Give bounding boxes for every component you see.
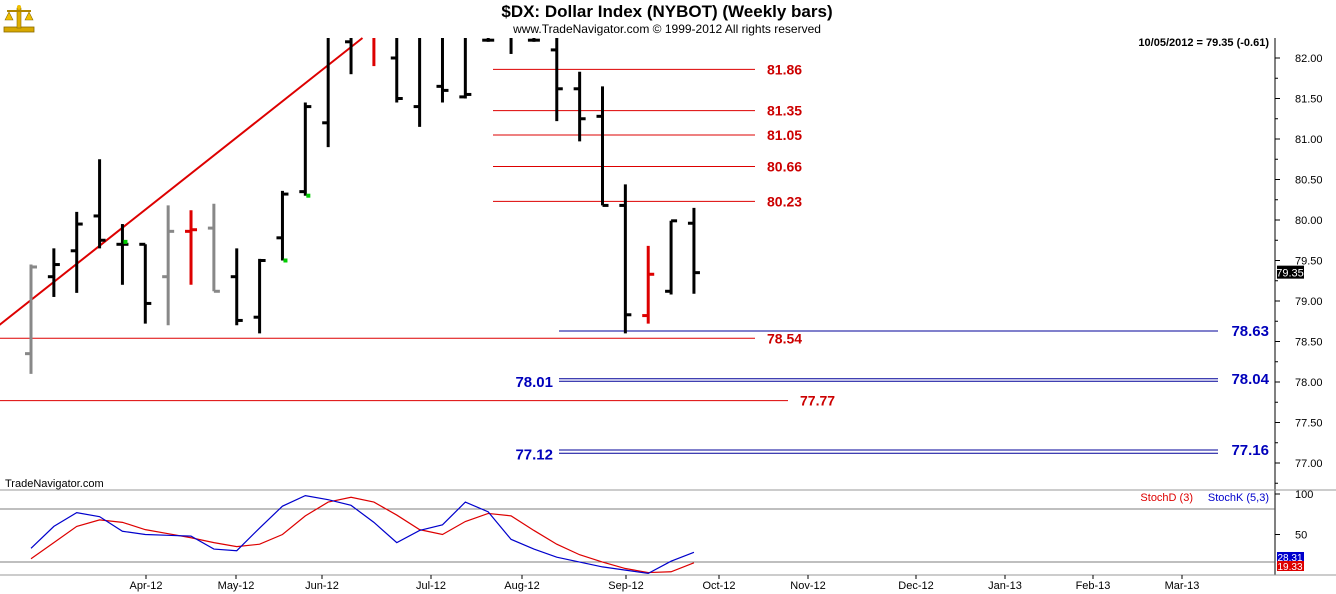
price-tick-label: 80.00 [1295, 215, 1323, 227]
ohlc-bar [70, 211, 83, 293]
signal-marker [123, 239, 128, 244]
ohlc-bar [116, 224, 129, 285]
fib-level-label: 80.66 [767, 159, 802, 175]
price-tick-label: 81.50 [1295, 94, 1323, 106]
signal-marker [283, 258, 288, 263]
stoch-series-line [30, 494, 695, 575]
price-tick-label: 79.50 [1295, 256, 1323, 268]
ohlc-bar [459, 38, 472, 99]
ohlc-bar [139, 242, 152, 324]
ohlc-bar [230, 248, 243, 326]
signal-marker [306, 193, 311, 198]
time-tick-label: Nov-12 [790, 580, 825, 592]
ohlc-bar [345, 38, 353, 75]
ohlc-bar [185, 210, 198, 285]
last-price-box [1277, 265, 1304, 279]
ohlc-bar [413, 38, 422, 127]
blue-level-left-label: 78.01 [515, 374, 553, 391]
blue-level-left-label: 77.12 [515, 446, 553, 463]
fib-level-label: 80.23 [767, 193, 802, 209]
ohlc-bar [162, 205, 175, 326]
ohlc-bar [93, 159, 106, 249]
blue-level-right-label: 78.04 [1231, 371, 1269, 388]
ohlc-bar [596, 86, 609, 207]
ohlc-bar [436, 38, 449, 103]
time-tick-label: Jun-12 [305, 580, 339, 592]
stoch-last-value-label: 19.33 [1277, 562, 1302, 573]
scales-icon[interactable] [3, 5, 35, 33]
ohlc-bar [299, 102, 312, 196]
time-tick-label: Aug-12 [504, 580, 539, 592]
price-tick-label: 80.50 [1295, 175, 1323, 187]
price-tick-label: 77.50 [1295, 418, 1323, 430]
fib-level-label: 81.35 [767, 103, 802, 119]
stoch-last-value-box [1277, 552, 1304, 562]
ohlc-bar [642, 245, 655, 324]
watermark-label: TradeNavigator.com [5, 478, 104, 490]
price-tick-label: 81.00 [1295, 134, 1323, 146]
legend-stochd: StochD (3) [1140, 492, 1193, 504]
ohlc-bar [47, 248, 60, 297]
ohlc-bar [482, 38, 495, 42]
ohlc-bar [573, 71, 586, 142]
time-tick-label: Jul-12 [416, 580, 446, 592]
time-tick-label: May-12 [218, 580, 255, 592]
time-tick-label: Apr-12 [129, 580, 162, 592]
price-tick-label: 78.00 [1295, 377, 1323, 389]
time-tick-label: Mar-13 [1165, 580, 1200, 592]
time-tick-label: Feb-13 [1076, 580, 1111, 592]
ohlc-bar [253, 258, 266, 334]
stoch-tick-label: 100 [1295, 489, 1313, 501]
ohlc-bar [207, 203, 220, 293]
ohlc-bar [390, 38, 403, 103]
ohlc-bar [665, 219, 678, 295]
chart-title: $DX: Dollar Index (NYBOT) (Weekly bars) [501, 2, 832, 21]
ohlc-bar [322, 38, 330, 148]
fib-level-label: 81.86 [767, 61, 802, 77]
ohlc-bar [527, 38, 540, 42]
chart-subtitle: www.TradeNavigator.com © 1999-2012 All r… [512, 22, 821, 36]
time-tick-label: Sep-12 [608, 580, 643, 592]
ohlc-bar [550, 38, 563, 122]
stochastic-panel [30, 494, 695, 575]
time-tick-label: Oct-12 [702, 580, 735, 592]
fib-level-label: 81.05 [767, 127, 802, 143]
stoch-tick-label: 50 [1295, 530, 1307, 542]
legend-stochk: StochK (5,3) [1208, 492, 1269, 504]
ohlc-bar [276, 190, 289, 261]
price-tick-label: 78.50 [1295, 337, 1323, 349]
price-tick-label: 77.00 [1295, 458, 1323, 470]
blue-level-right-label: 77.16 [1231, 442, 1269, 459]
last-quote-label: 10/05/2012 = 79.35 (-0.61) [1138, 37, 1269, 49]
price-tick-label: 79.00 [1295, 296, 1323, 308]
stoch-last-value-label: 28.31 [1277, 553, 1302, 564]
time-tick-label: Dec-12 [898, 580, 933, 592]
price-tick-label: 82.00 [1295, 53, 1323, 65]
ohlc-bar [619, 184, 632, 334]
last-price-label: 79.35 [1276, 268, 1304, 280]
axes: 82.00 81.50 81.00 80.50 80.00 79.50 79.00 78.50… [129, 53, 1322, 592]
stoch-series-line [30, 496, 695, 574]
price-panel: 81.86 81.35 81.05 80.66 80.23 78.54 77.77 78.63… [0, 37, 1270, 463]
trendline [0, 37, 364, 326]
blue-level-right-label: 78.63 [1231, 323, 1269, 340]
ohlc-bar [25, 264, 37, 374]
fib-level-label: 78.54 [767, 330, 802, 346]
fib-level-label: 77.77 [800, 393, 835, 409]
stoch-last-value-box [1277, 561, 1304, 571]
ohlc-bar [687, 207, 700, 294]
time-tick-label: Jan-13 [988, 580, 1022, 592]
